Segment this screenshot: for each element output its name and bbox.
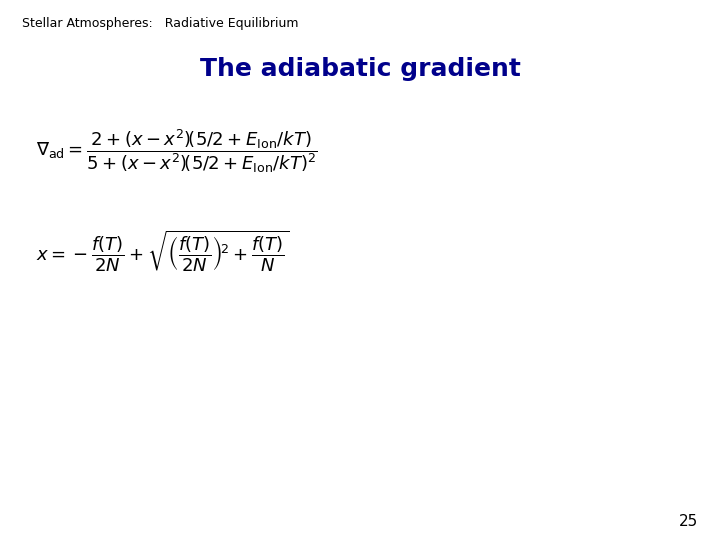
Text: $x = -\dfrac{f(T)}{2N} + \sqrt{\left(\dfrac{f(T)}{2N}\right)^{\!2} + \dfrac{f(T): $x = -\dfrac{f(T)}{2N} + \sqrt{\left(\df… [36,228,289,274]
Text: $\nabla_{\mathrm{ad}} = \dfrac{2 + \left(x - x^2\right)\!\left(5/2 + E_{\mathrm{: $\nabla_{\mathrm{ad}} = \dfrac{2 + \left… [36,127,318,175]
Text: 25: 25 [679,514,698,529]
Text: Stellar Atmospheres:   Radiative Equilibrium: Stellar Atmospheres: Radiative Equilibri… [22,17,298,30]
Text: The adiabatic gradient: The adiabatic gradient [199,57,521,80]
